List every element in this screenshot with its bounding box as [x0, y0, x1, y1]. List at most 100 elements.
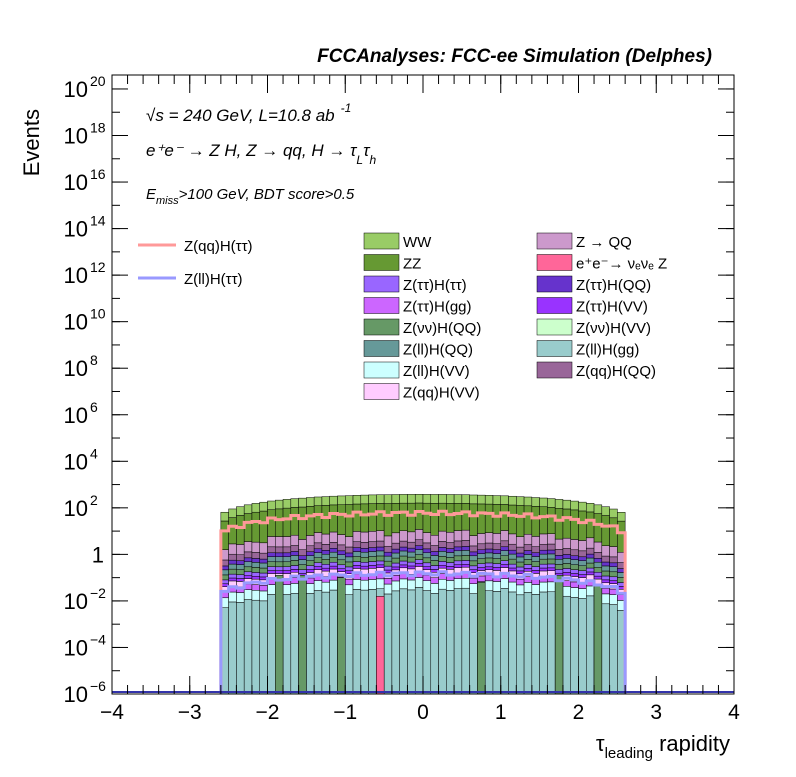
bar-segment	[360, 503, 369, 533]
bar-segment	[609, 562, 618, 567]
bar-segment	[407, 494, 416, 504]
bar-segment	[298, 549, 307, 556]
bar-segment	[368, 494, 377, 504]
bar-segment	[360, 557, 369, 563]
bar-segment	[586, 571, 595, 576]
bar-segment	[430, 551, 439, 556]
bar-segment	[469, 565, 478, 570]
bar-segment	[461, 555, 470, 561]
y-axis-label: Events	[19, 109, 44, 176]
bar-segment	[414, 587, 424, 695]
bar-segment	[593, 575, 603, 580]
bar-segment	[298, 497, 307, 508]
bar-spike	[593, 584, 603, 695]
bar-segment	[438, 588, 447, 695]
bar-segment	[306, 565, 315, 570]
bar-segment	[578, 598, 587, 695]
legend-swatch-box	[363, 232, 400, 250]
bar-segment	[547, 498, 556, 508]
bar-segment	[383, 535, 393, 547]
bar-segment	[251, 541, 260, 553]
bar-segment	[578, 501, 587, 512]
bar-segment	[383, 551, 393, 557]
bar-segment	[306, 555, 315, 561]
bar-segment	[399, 555, 408, 562]
bar-segment	[562, 548, 571, 555]
bar-segment	[275, 570, 284, 574]
y-tick-exponent: −4	[90, 631, 106, 647]
legend-entry-label: Z(ττ)H(ττ)	[403, 277, 467, 294]
legend-entry-label: Z(ll)H(ττ)	[184, 271, 243, 288]
bar-segment	[321, 564, 330, 569]
bar-segment	[617, 512, 626, 522]
bar-segment	[562, 537, 571, 549]
y-tick-label: 10	[64, 496, 88, 521]
bar-segment	[539, 567, 548, 572]
bar-segment	[259, 562, 268, 569]
bar-segment	[601, 515, 610, 546]
bar-segment	[313, 505, 323, 533]
x-tick-label: −1	[333, 701, 357, 724]
bar-segment	[570, 555, 579, 560]
legend-swatch-box	[363, 361, 400, 379]
bar-segment	[547, 558, 556, 565]
bar-segment	[407, 561, 416, 567]
bar-segment	[570, 549, 579, 556]
bar-segment	[368, 503, 377, 532]
bar-segment	[236, 602, 245, 695]
bar-segment	[368, 541, 377, 548]
bar-segment	[539, 533, 548, 545]
bar-segment	[593, 567, 603, 573]
bar-segment	[531, 594, 540, 695]
annotation-cuts-text: >100 GeV, BDT score>0.5	[179, 186, 355, 203]
bar-segment	[337, 534, 346, 546]
bar-segment	[290, 551, 299, 556]
bar-segment	[267, 556, 276, 562]
bar-segment	[562, 595, 571, 695]
bar-segment	[236, 544, 245, 555]
bar-segment	[531, 546, 540, 553]
bar-segment	[601, 593, 610, 605]
bar-segment	[391, 580, 400, 592]
bar-segment	[547, 567, 556, 571]
bar-segment	[453, 564, 463, 568]
bar-segment	[578, 574, 587, 578]
bar-segment	[251, 558, 260, 563]
bar-segment	[414, 577, 424, 588]
x-axis-label: τleading rapidity	[596, 731, 730, 762]
bar-segment	[313, 552, 323, 558]
bar-segment	[399, 540, 408, 548]
bar-segment	[228, 563, 237, 570]
bar-segment	[259, 572, 268, 578]
bar-segment	[477, 549, 486, 554]
bar-segment	[236, 569, 245, 575]
bar-segment	[275, 536, 284, 548]
bar-segment	[508, 553, 517, 560]
bar-segment	[484, 542, 494, 550]
bar-segment	[243, 541, 253, 553]
bar-segment	[352, 579, 362, 590]
bar-segment	[578, 550, 587, 558]
bar-segment	[337, 554, 346, 561]
bar-segment	[282, 552, 292, 557]
y-tick-exponent: 8	[90, 352, 98, 368]
bar-segment	[313, 562, 323, 567]
bar-segment	[554, 508, 564, 540]
bar-segment	[259, 567, 268, 574]
y-tick-label: 10	[64, 77, 88, 102]
bar-segment	[523, 592, 533, 695]
bar-segment	[313, 566, 323, 570]
bar-segment	[593, 504, 603, 514]
bar-segment	[243, 561, 253, 568]
bar-segment	[414, 529, 424, 540]
bar-segment	[267, 500, 276, 510]
y-tick-label: 10	[64, 124, 88, 149]
bar-segment	[484, 580, 494, 591]
bar-segment	[516, 561, 525, 568]
bar-segment	[259, 552, 268, 560]
bar-segment	[531, 556, 540, 562]
bar-segment	[275, 566, 284, 571]
bar-segment	[376, 546, 385, 552]
bar-segment	[306, 497, 315, 507]
